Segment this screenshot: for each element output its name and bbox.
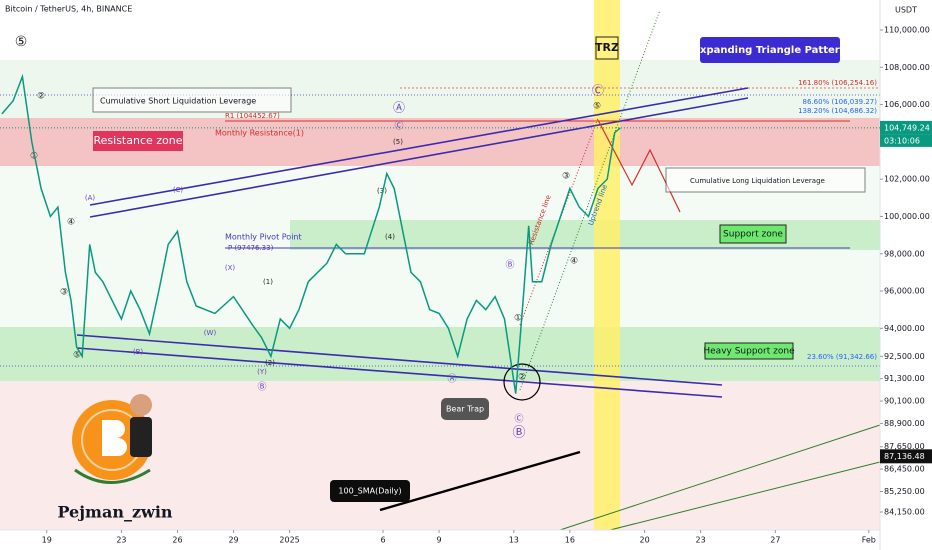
price-tag	[880, 120, 932, 135]
wave-label: ⑤	[15, 34, 28, 50]
wave-label: (1)	[263, 278, 273, 286]
y-tick-label: 98,000.00	[884, 249, 925, 258]
annotation: 23.60% (91,342.66)	[807, 353, 877, 361]
wave-label: Ⓒ	[394, 121, 403, 132]
wave-label: (4)	[385, 233, 395, 241]
x-tick-label: 9	[437, 536, 442, 545]
wave-label: ⑤	[593, 102, 601, 112]
wave-label: Ⓑ	[512, 426, 525, 441]
y-tick-label: 94,000.00	[884, 324, 925, 333]
wave-label: Ⓑ	[505, 260, 514, 271]
countdown-box	[880, 134, 932, 147]
x-tick-label: 19	[42, 536, 52, 545]
annotation: Monthly Pivot Point	[225, 233, 302, 242]
y-tick-label: 92,500.00	[884, 352, 925, 361]
x-tick-label: 27	[770, 536, 780, 545]
wave-label: (C)	[173, 186, 184, 194]
price-tag	[880, 449, 932, 464]
y-tick-label: 100,000.00	[884, 212, 930, 221]
countdown: 03:10:06	[884, 136, 920, 145]
annotation: 86.60% (106,039.27)	[803, 98, 878, 106]
x-tick-label: 23	[696, 536, 706, 545]
wave-label: (X)	[225, 264, 236, 272]
wave-label: (W)	[204, 329, 217, 337]
annotation: Cumulative Long Liquidation Leverage	[690, 177, 825, 185]
price-tag-label: 104,749.24	[884, 123, 930, 132]
x-tick-label: Feb	[862, 536, 876, 545]
x-tick-label: 23	[116, 536, 126, 545]
price-line	[1, 73, 621, 394]
y-tick-label: 91,300.00	[884, 374, 925, 383]
y-tick-label: 87,650.00	[884, 442, 925, 451]
wave-label: ②	[518, 373, 526, 383]
y-tick-label: 108,000.00	[884, 63, 930, 72]
y-tick-label: 90,100.00	[884, 397, 925, 406]
wave-label: Ⓒ	[592, 84, 604, 98]
wave-label: (A)	[85, 194, 96, 202]
annotation: P (97476.33)	[228, 244, 274, 252]
annotation: 161.80% (106,254.16)	[798, 79, 877, 87]
price-tag-label: 87,136.48	[884, 452, 925, 461]
wave-label: (2)	[265, 359, 275, 367]
unit: USDT	[895, 6, 917, 15]
annotation: 138.20% (104,686.32)	[798, 107, 877, 115]
wave-label: (3)	[377, 187, 387, 195]
wave-label: ②	[37, 92, 45, 102]
x-tick-label: 6	[380, 536, 385, 545]
annotation: 100_SMA(Daily)	[338, 487, 401, 496]
wave-label: ①	[514, 314, 522, 324]
annotation: Heavy Support zone	[703, 347, 795, 357]
wave-label: (Y)	[257, 368, 267, 376]
wave-label: Ⓒ	[514, 414, 523, 425]
y-tick-label: 85,250.00	[884, 487, 925, 496]
annotation: Support zone	[723, 230, 783, 240]
annotation: Pejman_zwin	[57, 503, 172, 522]
annotation: Expanding Triangle Pattern	[693, 45, 847, 56]
wave-label: ④	[570, 257, 578, 267]
y-tick-label: 106,000.00	[884, 100, 930, 109]
wave-label: (B)	[133, 348, 144, 356]
wave-label: Ⓑ	[257, 382, 266, 393]
wave-label: ④	[67, 218, 75, 228]
y-tick-label: 96,000.00	[884, 287, 925, 296]
x-tick-label: 2025	[279, 536, 299, 545]
wave-label: ⑤	[73, 351, 81, 361]
x-tick-label: 16	[565, 536, 575, 545]
annotation: Monthly Resistance(1)	[215, 129, 304, 138]
y-tick-label: 86,450.00	[884, 465, 925, 474]
annotation: Resistance zone	[93, 134, 182, 147]
x-tick-label: 13	[509, 536, 519, 545]
y-tick-label: 84,150.00	[884, 508, 925, 517]
wave-label: Ⓐ	[447, 374, 456, 385]
annotation: Bear Trap	[446, 405, 484, 414]
annotation: TRZ	[595, 41, 619, 54]
wave-label: ③	[562, 172, 570, 182]
y-tick-label: 88,900.00	[884, 419, 925, 428]
chart-title: Bitcoin / TetherUS, 4h, BINANCE	[5, 5, 132, 14]
annotation: R1 (104452.67)	[225, 112, 280, 120]
x-tick-label: 26	[172, 536, 182, 545]
wave-label: (5)	[393, 138, 403, 146]
annotation: Cumulative Short Liquidation Leverage	[100, 97, 256, 106]
y-tick-label: 110,000.00	[884, 26, 930, 35]
wave-label: ③	[60, 288, 68, 298]
wave-label: Ⓐ	[393, 101, 405, 115]
x-tick-label: 29	[228, 536, 238, 545]
x-tick-label: 20	[639, 536, 649, 545]
y-tick-label: 102,000.00	[884, 175, 930, 184]
